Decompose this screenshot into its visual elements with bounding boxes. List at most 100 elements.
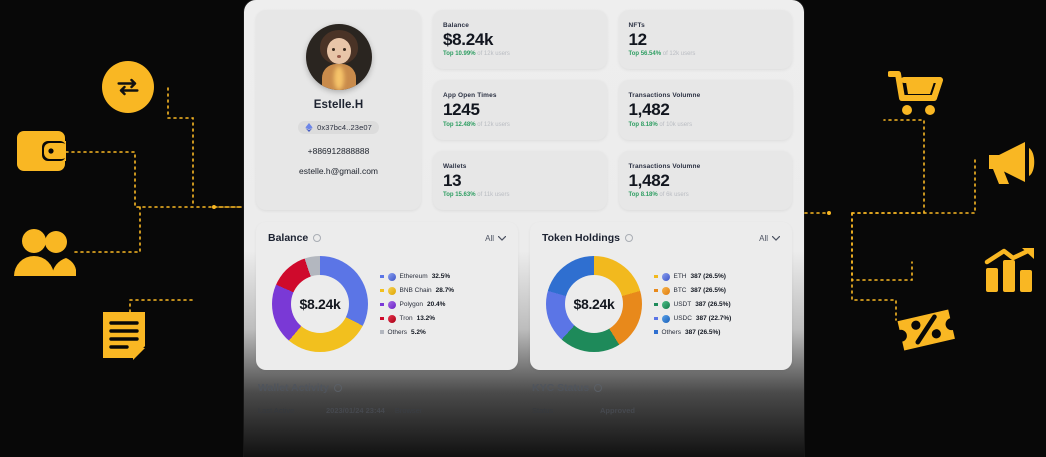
stats-row: Balance $8.24k Top 10.99% of 12k users N…	[433, 10, 792, 70]
legend-value: 387 (26.5%)	[690, 273, 726, 280]
legend-label: USDC	[673, 315, 692, 322]
legend-item: USDC 387 (22.7%)	[654, 314, 780, 323]
legend-color-swatch	[380, 330, 384, 334]
legend-value: 28.7%	[435, 287, 455, 294]
bar-chart-growth-icon	[984, 248, 1038, 294]
stat-rank-pct: Top 12.48%	[443, 121, 476, 128]
stat-card-transactions-volume[interactable]: Transactions Volumne 1,482 Top 8.18% of …	[618, 80, 792, 140]
stat-rank-pct: Top 56.54%	[628, 51, 662, 58]
stat-card-transactions-volume-2[interactable]: Transactions Volumne 1,482 Top 8.18% of …	[618, 150, 792, 210]
stat-rank-suffix: of 10k users	[659, 121, 693, 128]
legend-color-swatch	[380, 302, 384, 307]
megaphone-icon	[985, 138, 1043, 186]
balance-filter-select[interactable]: All	[485, 234, 506, 243]
stat-rank-pct: Top 15.63%	[443, 192, 476, 199]
stats-grid: Balance $8.24k Top 10.99% of 12k users N…	[433, 10, 792, 210]
info-icon[interactable]	[624, 234, 633, 242]
legend-value: 13.2%	[416, 315, 436, 322]
wallet-activity-badge: Browser	[394, 406, 423, 415]
card-title-group: Balance	[268, 232, 322, 244]
legend-label: USDT	[673, 301, 692, 308]
profile-email: estelle.h@gmail.com	[298, 166, 379, 176]
wallet-address-chip[interactable]: 0x37bc4..23e07	[298, 121, 379, 134]
kyc-status-value: Approved	[600, 406, 636, 415]
stat-rank-pct: Top 8.18%	[628, 121, 658, 128]
stat-card-balance[interactable]: Balance $8.24k Top 10.99% of 12k users	[433, 10, 607, 70]
balance-chart-legend: Ethereum 32.5% BNB Chain 28.7% Polygon 20.4% T…	[374, 272, 506, 336]
stat-label: Transactions Volumne	[628, 162, 701, 170]
legend-item: Polygon 20.4%	[380, 300, 506, 309]
balance-donut-chart: $8.24k	[272, 256, 368, 352]
stat-label: App Open Times	[443, 92, 497, 100]
profile-card: Estelle.H 0x37bc4..23e07 +886912888888 e…	[256, 10, 421, 210]
legend-value: 20.4%	[427, 301, 446, 308]
stat-rank: Top 12.48% of 12k users	[443, 122, 597, 128]
coin-icon	[387, 286, 396, 295]
info-icon[interactable]	[594, 384, 603, 392]
info-icon[interactable]	[334, 384, 342, 392]
card-title-group: Token Holdings	[542, 232, 633, 244]
stat-card-app-open-times[interactable]: App Open Times 1245 Top 12.48% of 12k us…	[433, 80, 607, 140]
legend-color-swatch	[654, 330, 658, 334]
stat-card-wallets[interactable]: Wallets 13 Top 15.63% of 11k users	[433, 150, 607, 210]
stat-value: $8.24k	[443, 29, 494, 49]
wallet-activity-value: 2023/01/24 23:44	[326, 406, 385, 415]
avatar	[305, 24, 372, 90]
legend-color-swatch	[654, 302, 658, 307]
coin-icon	[661, 272, 670, 281]
legend-label: Others	[387, 328, 408, 336]
coin-icon	[387, 272, 396, 281]
people-icon	[12, 228, 76, 278]
charts-row: Balance All $8.24k Ethereum 3	[256, 222, 792, 370]
coin-icon	[661, 300, 670, 309]
legend-item: BTC 387 (26.5%)	[654, 286, 780, 295]
legend-item: Others 5.2%	[380, 329, 506, 336]
legend-item: USDT 387 (26.5%)	[654, 300, 780, 309]
stat-value: 12	[628, 29, 648, 49]
stat-rank: Top 15.63% of 11k users	[443, 192, 597, 198]
stat-rank-pct: Top 10.99%	[443, 51, 476, 58]
profile-phone: +886912888888	[307, 146, 370, 156]
token-donut-center: $8.24k	[573, 296, 615, 312]
swap-icon	[102, 61, 154, 113]
token-holdings-card: Token Holdings All $8.24k ET	[530, 222, 792, 370]
stat-label: Balance	[443, 21, 469, 29]
stat-rank-suffix: of 12k users	[662, 51, 696, 58]
wallet-address-text: 0x37bc4..23e07	[317, 123, 372, 132]
balance-card-title: Balance	[268, 232, 309, 244]
legend-value: 387 (26.5%)	[685, 328, 721, 336]
legend-value: 387 (26.5%)	[695, 301, 731, 308]
legend-item: BNB Chain 28.7%	[380, 286, 506, 295]
balance-chart-card: Balance All $8.24k Ethereum 3	[256, 222, 518, 370]
stat-rank: Top 10.99% of 12k users	[443, 51, 597, 57]
legend-item: ETH 387 (26.5%)	[654, 272, 780, 281]
stat-value: 1,482	[628, 100, 670, 120]
wallet-activity-row: Last Active 2023/01/24 23:44 Browser	[258, 406, 516, 415]
kyc-status-title: KYC Status	[532, 382, 590, 394]
legend-item: Tron 13.2%	[380, 314, 506, 323]
legend-color-swatch	[380, 274, 384, 279]
kyc-status-card: KYC Status Status Approved	[530, 382, 792, 452]
stat-label: Transactions Volumne	[628, 92, 701, 100]
chevron-down-icon	[498, 235, 506, 241]
profile-and-stats-row: Estelle.H 0x37bc4..23e07 +886912888888 e…	[256, 10, 792, 210]
stats-row: Wallets 13 Top 15.63% of 11k users Trans…	[433, 150, 792, 210]
token-filter-select[interactable]: All	[759, 234, 780, 243]
stat-label: Wallets	[443, 162, 467, 170]
token-filter-value: All	[759, 233, 768, 243]
kyc-status-key: Status	[532, 406, 554, 415]
info-icon[interactable]	[313, 234, 322, 242]
token-card-title: Token Holdings	[542, 232, 620, 244]
legend-value: 32.5%	[431, 273, 451, 280]
stat-card-nfts[interactable]: NFTs 12 Top 56.54% of 12k users	[618, 10, 792, 70]
wallet-activity-card: Wallet Activity Last Active 2023/01/24 2…	[256, 382, 518, 452]
token-chart-legend: ETH 387 (26.5%) BTC 387 (26.5%) USDT 387 (26.…	[648, 272, 780, 336]
card-header: Token Holdings All	[542, 232, 780, 244]
legend-color-swatch	[654, 316, 658, 321]
balance-donut-center: $8.24k	[299, 296, 341, 312]
ethereum-token-icon	[305, 123, 313, 132]
legend-value: 387 (26.5%)	[690, 287, 726, 294]
legend-label: Ethereum	[399, 273, 428, 280]
legend-label: ETH	[673, 273, 687, 280]
